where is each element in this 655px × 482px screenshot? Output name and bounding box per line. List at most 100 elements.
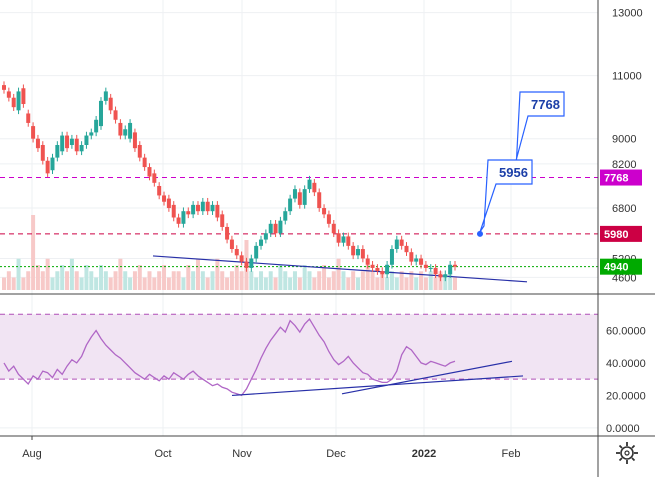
candle-body: [259, 239, 264, 246]
volume-bar: [409, 271, 414, 290]
candle-body: [375, 267, 380, 272]
candle-body: [55, 145, 60, 158]
rsi-band: [0, 314, 598, 380]
candle-body: [263, 233, 268, 240]
volume-bar: [162, 265, 167, 290]
candle-body: [162, 195, 167, 202]
volume-bar: [2, 277, 6, 290]
candle-body: [453, 264, 457, 267]
support-trendline: [152, 255, 528, 283]
volume-bar: [249, 271, 254, 290]
volume-bar: [365, 265, 370, 290]
volume-bar: [142, 277, 147, 290]
rsi-axis-tick: 40.0000: [606, 358, 646, 370]
volume-bar: [157, 271, 162, 290]
candle-body: [312, 182, 317, 193]
volume-bar: [399, 271, 404, 290]
candle-body: [205, 201, 210, 212]
candle-body: [302, 189, 307, 205]
volume-bar: [137, 265, 142, 290]
candle-body: [176, 217, 181, 224]
volume-bar: [259, 271, 264, 290]
volume-bar: [404, 277, 409, 290]
gear-icon[interactable]: [612, 438, 642, 468]
candle-body: [89, 132, 94, 136]
time-axis-tick: Aug: [22, 448, 42, 460]
volume-bar: [239, 271, 244, 290]
volume-bar: [50, 277, 55, 290]
volume-bar: [302, 265, 307, 290]
volume-bar: [322, 265, 327, 290]
volume-bar: [278, 265, 283, 290]
volume-bar: [234, 265, 239, 290]
volume-bar: [79, 277, 84, 290]
volume-bar: [181, 277, 186, 290]
volume-bar: [220, 271, 225, 290]
candle-body: [273, 223, 278, 234]
volume-bar: [297, 277, 302, 290]
price-axis-tick: 11000: [612, 71, 642, 83]
candle-body: [331, 223, 336, 234]
time-axis-tick: 2022: [412, 448, 436, 460]
candle-body: [186, 211, 191, 215]
candle-body: [341, 236, 346, 243]
candle-body: [16, 91, 21, 111]
candle-body: [336, 233, 341, 243]
price-axis-tick: 9000: [612, 134, 636, 146]
callout-anchor: [477, 230, 483, 237]
candle-body: [370, 264, 375, 268]
candle-body: [419, 258, 424, 265]
volume-bar: [123, 271, 128, 290]
volume-bar: [288, 277, 293, 290]
candle-body: [229, 239, 234, 250]
candle-body: [307, 179, 312, 190]
volume-bar: [128, 277, 133, 290]
volume-bar: [108, 277, 113, 290]
volume-bar: [26, 271, 31, 290]
candle-body: [254, 245, 259, 259]
candle-body: [326, 214, 331, 224]
volume-bar: [453, 277, 457, 290]
candle-body: [414, 258, 419, 262]
candle-body: [45, 160, 50, 174]
candle-body: [428, 267, 433, 269]
candle-body: [249, 258, 254, 268]
volume-bar: [268, 271, 273, 290]
candle-body: [118, 122, 123, 136]
candle-body: [94, 119, 99, 133]
volume-bar: [35, 265, 40, 290]
price-level-label: 4940: [604, 262, 628, 274]
volume-bar: [6, 271, 11, 290]
candle-body: [181, 211, 186, 224]
candle-body: [220, 214, 225, 227]
candle-body: [65, 135, 70, 149]
volume-bar: [307, 271, 312, 290]
volume-bar: [94, 277, 99, 290]
candle-body: [225, 226, 230, 240]
volume-bar: [31, 215, 36, 290]
price-level-label: 5980: [604, 229, 628, 241]
callout-box: [479, 159, 533, 233]
candle-body: [132, 132, 137, 149]
volume-bar: [283, 271, 288, 290]
candle-body: [317, 192, 322, 209]
candle-body: [210, 204, 215, 212]
volume-bar: [191, 271, 196, 290]
volume-bar: [414, 277, 419, 290]
volume-bar: [16, 258, 21, 290]
volume-bar: [351, 271, 356, 290]
volume-bar: [45, 258, 50, 290]
candle-body: [385, 264, 390, 275]
volume-bar: [113, 271, 118, 290]
volume-bar: [225, 277, 230, 290]
price-axis-tick: 8200: [612, 159, 636, 171]
volume-bar: [292, 271, 297, 290]
volume-bar: [385, 277, 390, 290]
volume-bar: [423, 277, 428, 290]
candle-body: [84, 135, 89, 145]
volume-bar: [380, 271, 385, 290]
volume-bar: [428, 271, 433, 290]
candle-body: [98, 100, 103, 127]
